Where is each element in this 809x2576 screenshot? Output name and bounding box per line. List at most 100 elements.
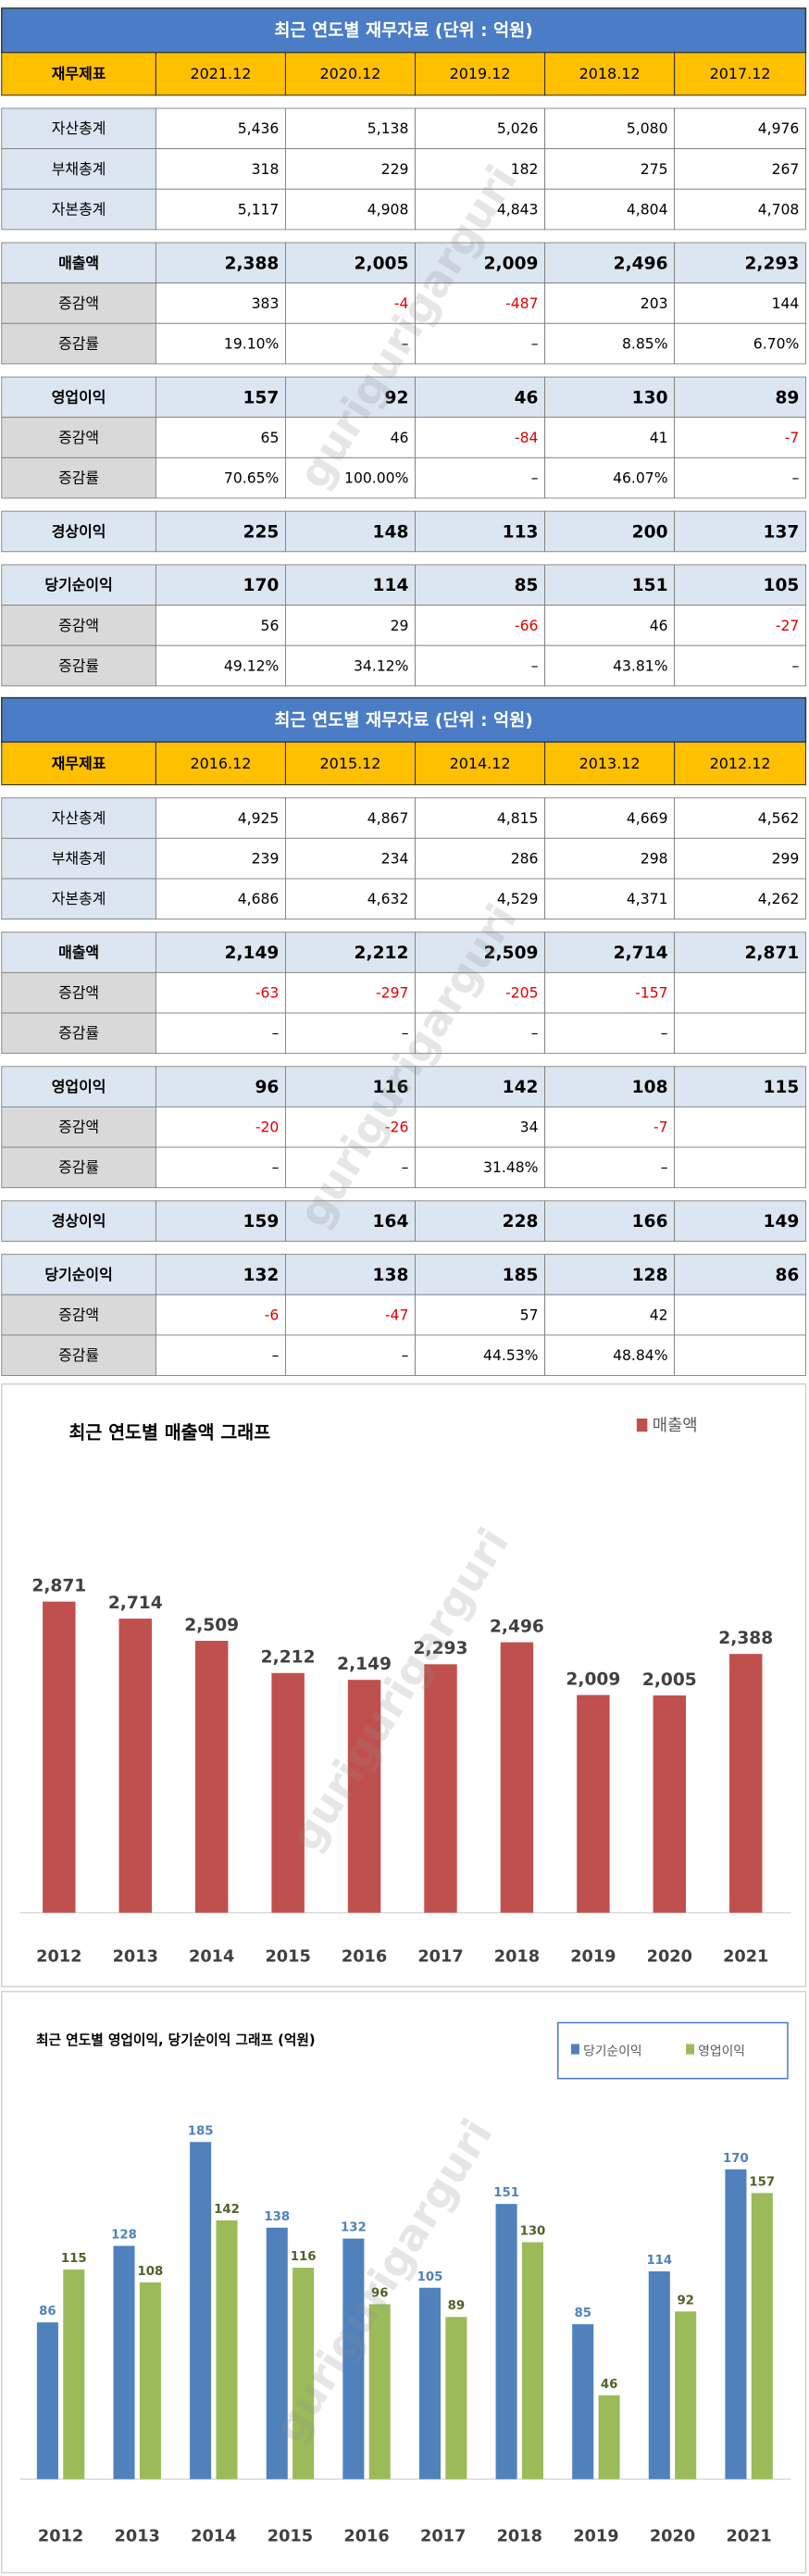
- table-cell: [544, 971, 676, 1014]
- data-label: 114: [646, 2254, 672, 2268]
- header-cell: [155, 741, 287, 786]
- bar: [572, 2324, 594, 2480]
- table-cell: [674, 1200, 806, 1242]
- legend-label: 영업이익: [698, 2044, 745, 2058]
- cell-value: –: [272, 1025, 280, 1042]
- table-cell: [674, 322, 806, 365]
- table-cell: [415, 605, 546, 646]
- row-label: 부채총계: [52, 160, 106, 178]
- table-cell: [544, 564, 676, 606]
- legend-swatch: [686, 2044, 695, 2055]
- data-label: 2,496: [490, 1617, 544, 1636]
- x-tick-label: 2014: [189, 1948, 234, 1967]
- x-tick-label: 2017: [417, 1948, 463, 1967]
- table-cell: [544, 188, 676, 231]
- data-label: 105: [417, 2270, 443, 2284]
- table-cell: [674, 1254, 806, 1295]
- cell-value: 29: [391, 618, 409, 634]
- header-cell: [674, 741, 806, 786]
- row-label: 영업이익: [52, 388, 106, 406]
- cell-value: 2,388: [225, 254, 280, 273]
- table-cell: [544, 1106, 676, 1148]
- cell-value: -7: [785, 430, 800, 446]
- header-label: 2019.12: [450, 65, 511, 82]
- cell-value: 34: [520, 1119, 539, 1136]
- table-cell: [1, 971, 156, 1014]
- table-cell: [674, 107, 806, 150]
- legend-label: 매출액: [653, 1416, 698, 1435]
- table-cell: [285, 1200, 416, 1242]
- row-label: 증감률: [58, 1158, 99, 1176]
- data-label: 85: [574, 2307, 591, 2320]
- row-label: 증감률: [58, 334, 99, 352]
- table-cell: [544, 1066, 676, 1107]
- cell-value: -47: [385, 1307, 408, 1323]
- table-cell: [674, 188, 806, 231]
- cell-value: 46: [515, 388, 539, 407]
- table-title-bar: [1, 7, 807, 54]
- table-cell: [415, 878, 546, 920]
- cell-value: 2,293: [744, 254, 799, 273]
- cell-value: -63: [255, 985, 279, 1002]
- cell-value: 2,496: [614, 254, 668, 273]
- x-tick-label: 2017: [420, 2527, 466, 2545]
- bar: [347, 1680, 381, 1913]
- table-cell: [1, 148, 156, 190]
- bar: [725, 2169, 747, 2480]
- cell-value: 5,436: [238, 120, 280, 137]
- row-label: 당기순이익: [44, 576, 112, 594]
- row-label: 매출액: [58, 944, 99, 961]
- bar: [194, 1641, 229, 1913]
- table-cell: [674, 644, 806, 687]
- bar: [729, 1654, 763, 1913]
- cell-value: -84: [515, 430, 539, 446]
- cell-value: –: [402, 1159, 409, 1176]
- data-label: 138: [264, 2210, 290, 2224]
- table-cell: [285, 282, 416, 324]
- x-tick-label: 2015: [265, 1948, 310, 1967]
- table-cell: [285, 1106, 416, 1148]
- bar: [418, 2287, 442, 2480]
- cell-value: 48.84%: [613, 1347, 667, 1364]
- bar: [648, 2271, 670, 2480]
- table-cell: [1, 878, 156, 920]
- row-label: 경상이익: [52, 1212, 106, 1230]
- table-cell: [285, 148, 416, 190]
- bar: [139, 2282, 161, 2480]
- row-label: 증감률: [58, 1024, 99, 1042]
- cell-value: 43.81%: [613, 657, 667, 674]
- row-label: 증감액: [58, 984, 99, 1002]
- table-cell: [155, 1066, 286, 1107]
- table-cell: [544, 837, 676, 880]
- cell-value: 383: [252, 295, 280, 312]
- chart-frame: [1, 1991, 807, 2574]
- table-cell: [285, 1066, 416, 1107]
- table-cell: [674, 564, 806, 606]
- cell-value: 5,117: [238, 201, 280, 218]
- data-label: 116: [291, 2250, 317, 2264]
- data-label: 170: [723, 2152, 749, 2166]
- cell-value: -487: [505, 295, 538, 312]
- cell-value: 2,714: [614, 944, 668, 963]
- data-label: 132: [341, 2221, 367, 2235]
- x-tick-label: 2019: [573, 2527, 618, 2545]
- table-cell: [674, 456, 806, 499]
- table-cell: [285, 1334, 416, 1376]
- cell-value: 164: [373, 1212, 409, 1232]
- data-label: 185: [188, 2124, 214, 2138]
- header-cell: [1, 52, 156, 96]
- table-cell: [1, 417, 156, 458]
- table-cell: [285, 1294, 416, 1336]
- cell-value: 100.00%: [344, 470, 408, 487]
- x-tick-label: 2015: [268, 2527, 313, 2545]
- table-cell: [415, 1146, 546, 1189]
- bar: [190, 2142, 212, 2480]
- header-label: 2012.12: [710, 755, 771, 772]
- table-cell: [415, 1254, 546, 1295]
- legend-label: 당기순이익: [583, 2044, 642, 2058]
- cell-value: 299: [772, 851, 800, 868]
- table-cell: [544, 1012, 676, 1055]
- cell-value: 4,371: [627, 891, 668, 907]
- table-cell: [674, 1012, 806, 1055]
- data-label: 2,009: [566, 1669, 620, 1689]
